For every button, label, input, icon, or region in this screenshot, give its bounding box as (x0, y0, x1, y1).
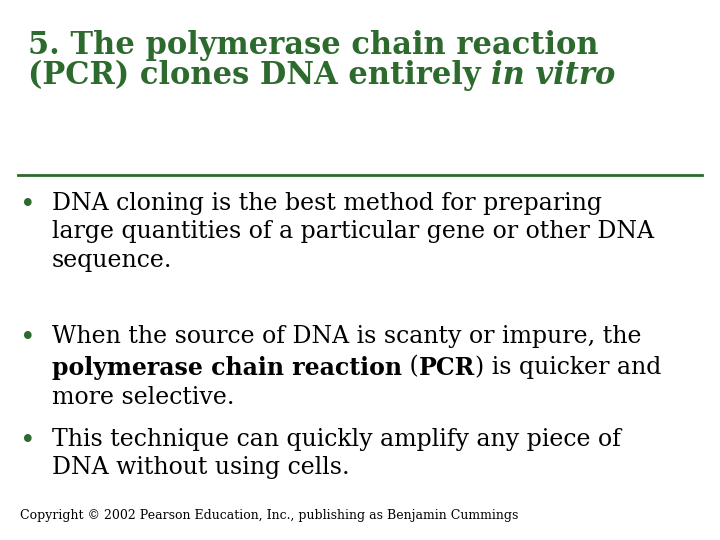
Text: This technique can quickly amplify any piece of
DNA without using cells.: This technique can quickly amplify any p… (52, 428, 621, 479)
Text: When the source of DNA is scanty or impure, the: When the source of DNA is scanty or impu… (52, 325, 642, 348)
Text: •: • (20, 192, 35, 217)
Text: •: • (20, 428, 35, 453)
Text: •: • (20, 325, 35, 350)
Text: (: ( (402, 356, 419, 379)
Text: 5. The polymerase chain reaction: 5. The polymerase chain reaction (28, 30, 598, 61)
Text: PCR: PCR (419, 356, 475, 380)
Text: ) is quicker and: ) is quicker and (475, 356, 662, 379)
Text: more selective.: more selective. (52, 387, 235, 409)
Text: DNA cloning is the best method for preparing
large quantities of a particular ge: DNA cloning is the best method for prepa… (52, 192, 654, 272)
Text: in vitro: in vitro (491, 60, 616, 91)
Text: polymerase chain reaction: polymerase chain reaction (52, 356, 402, 380)
Text: (PCR) clones DNA entirely: (PCR) clones DNA entirely (28, 60, 491, 91)
Text: Copyright © 2002 Pearson Education, Inc., publishing as Benjamin Cummings: Copyright © 2002 Pearson Education, Inc.… (20, 509, 518, 522)
